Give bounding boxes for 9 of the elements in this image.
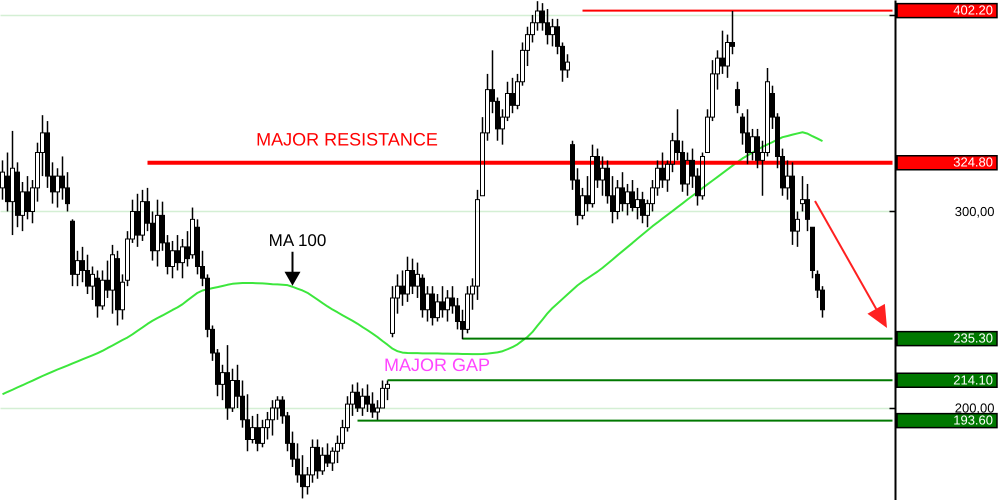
- text: MA 100: [268, 230, 326, 250]
- text: 235.30: [953, 330, 993, 346]
- text: 402.20: [953, 2, 993, 18]
- line-series: [2, 131, 824, 396]
- text: 214.10: [953, 372, 993, 388]
- annotation: MAJOR GAP: [384, 355, 490, 375]
- y-tick-label: 300,00: [954, 204, 994, 219]
- text: 324.80: [953, 154, 993, 170]
- annotation: MAJOR RESISTANCE: [256, 130, 438, 150]
